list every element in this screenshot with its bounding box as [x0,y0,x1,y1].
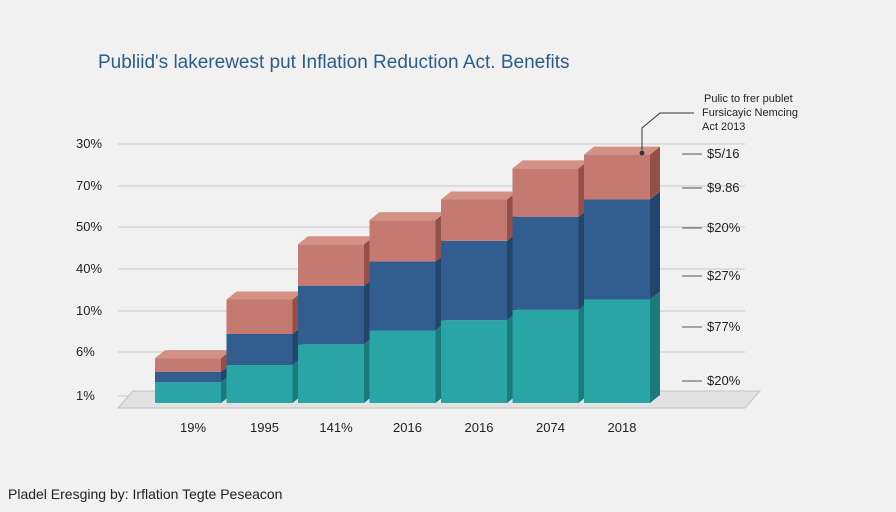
right-tick-label: $27% [707,268,741,283]
bar-salmon-segment [441,199,507,241]
right-tick-label: $20% [707,220,741,235]
annotation-line-1: Pulic to frer publet [704,93,793,105]
right-tick-label: $20% [707,373,741,388]
right-tick-label: $5/16 [707,146,740,161]
bar-top-face [298,236,374,245]
y-tick-label: 50% [76,219,102,234]
y-tick-label: 30% [76,136,102,151]
bar-blue-segment [441,240,507,321]
bar-teal-segment [512,309,579,403]
y-tick-label: 10% [76,303,102,318]
bar-salmon-segment [226,299,293,334]
bar-salmon-segment [584,154,650,200]
bar-blue-segment [155,371,221,383]
bar-salmon-segment [298,244,364,286]
right-tick-label: $9.86 [707,180,740,195]
bar-salmon-segment [512,168,579,217]
y-tick-label: 6% [76,344,95,359]
bar-salmon-segment [369,220,436,262]
bar-top-face [441,191,517,200]
right-tick-label: $77% [707,319,741,334]
x-tick-label: 2018 [608,420,637,435]
bar-blue-segment [298,285,364,345]
bar-teal-segment [298,344,364,403]
y-tick-label: 70% [76,178,102,193]
bar-top-face [226,291,303,300]
bar-blue-segment [226,334,293,366]
bar-teal-segment [155,382,221,403]
chart-title: Publiid's lakerewest put Inflation Reduc… [98,52,570,73]
x-tick-label: 1995 [250,420,279,435]
bar-top-face [155,350,231,359]
bar-teal-segment [441,320,507,403]
bar-top-face [512,160,589,169]
bar-blue-segment [584,199,650,300]
annotation-marker [639,150,645,156]
y-tick-label: 1% [76,388,95,403]
bar-blue-segment [512,216,579,310]
bar-salmon-segment [155,358,221,372]
bar-teal-segment [584,299,650,403]
bar-teal-segment [369,330,436,403]
source-caption: Pladel Eresging by: Irflation Tegte Pese… [8,486,282,502]
annotation-leader-line [641,112,694,150]
x-tick-label: 2016 [465,420,494,435]
bar-top-face [584,146,660,155]
x-tick-label: 2074 [536,420,565,435]
bar-blue-segment [369,261,436,331]
bar-teal-segment [226,365,293,403]
x-tick-label: 141% [319,420,353,435]
y-tick-label: 40% [76,261,102,276]
bar-top-face [369,212,446,221]
x-tick-label: 2016 [393,420,422,435]
bar-blue-side [650,191,660,300]
bar-teal-side [650,291,660,403]
annotation-line-3: Act 2013 [702,121,745,133]
annotation-line-2: Fursicayic Nemcing [702,107,798,119]
x-tick-label: 19% [180,420,206,435]
bar-salmon-side [650,146,660,200]
